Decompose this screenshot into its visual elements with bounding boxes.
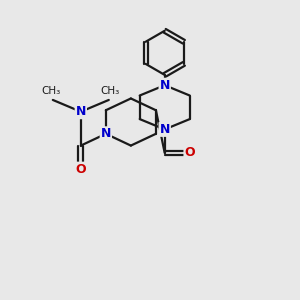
Text: CH₃: CH₃ bbox=[42, 86, 61, 96]
Text: N: N bbox=[160, 123, 170, 136]
Text: O: O bbox=[76, 163, 86, 176]
Text: CH₃: CH₃ bbox=[100, 86, 120, 96]
Text: O: O bbox=[184, 146, 195, 159]
Text: N: N bbox=[160, 79, 170, 92]
Text: N: N bbox=[100, 127, 111, 140]
Text: N: N bbox=[76, 105, 86, 118]
